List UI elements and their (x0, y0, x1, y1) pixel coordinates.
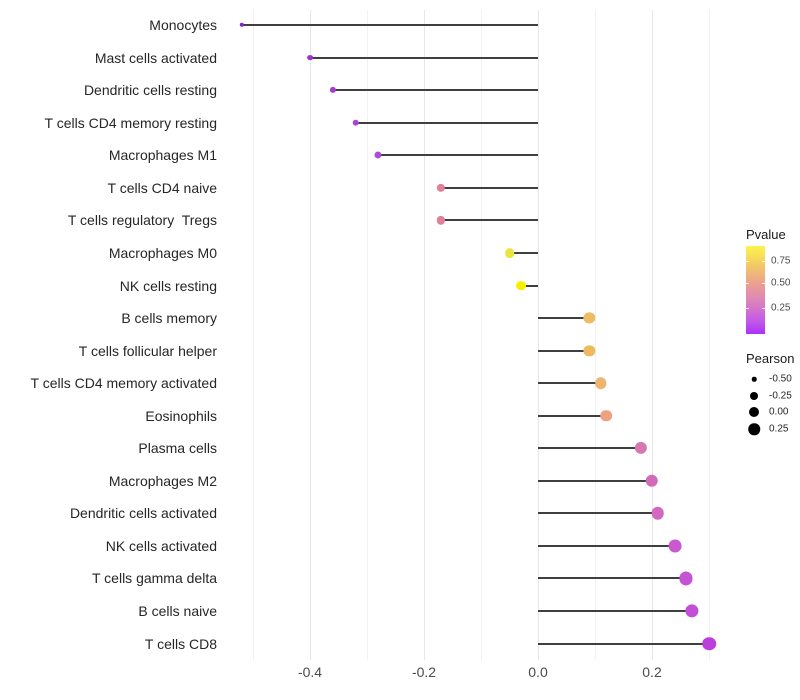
gridline-minor (481, 10, 482, 660)
pvalue-colorbar (746, 246, 765, 334)
x-tick-label: 0.0 (528, 664, 548, 680)
pvalue-tick-mark (746, 283, 749, 284)
data-point (634, 442, 647, 455)
category-label: T cells CD8 (144, 635, 217, 652)
lollipop-stem (241, 24, 538, 27)
lollipop-stem (538, 610, 692, 612)
lollipop-stem (538, 317, 590, 320)
pearson-legend-label: -0.50 (769, 373, 792, 385)
gridline-major (652, 10, 653, 660)
data-point (651, 507, 664, 520)
data-point (436, 216, 446, 225)
pearson-legend-title: Pearson (746, 351, 795, 366)
x-tick-label: -0.2 (411, 664, 437, 680)
category-label: NK cells activated (105, 537, 217, 554)
data-point (239, 22, 244, 28)
lollipop-stem (441, 219, 538, 222)
lollipop-stem (509, 251, 538, 254)
data-point (329, 87, 336, 94)
category-label: Macrophages M2 (108, 472, 217, 489)
category-label: Dendritic cells activated (69, 505, 217, 522)
pvalue-tick-mark (762, 261, 765, 262)
data-point (600, 409, 613, 422)
lollipop-stem (538, 349, 590, 352)
gridline-minor (367, 10, 368, 660)
data-point (594, 377, 607, 389)
data-point (583, 312, 595, 324)
gridline-minor (709, 10, 710, 660)
lollipop-stem (310, 56, 538, 59)
pvalue-legend-title: Pvalue (746, 227, 786, 242)
category-label: Eosinophils (145, 407, 217, 424)
category-label: T cells regulatory Tregs (67, 212, 217, 229)
data-point (685, 604, 699, 618)
lollipop-stem (538, 642, 709, 645)
gridline-major (538, 10, 539, 660)
data-point (583, 344, 595, 357)
pvalue-tick-mark (746, 308, 749, 309)
category-label: NK cells resting (119, 277, 217, 294)
pearson-legend-label: 0.00 (769, 406, 789, 418)
data-point (668, 539, 682, 553)
category-label: Monocytes (149, 17, 217, 34)
lollipop-stem (538, 479, 652, 482)
pvalue-tick-mark (746, 261, 749, 262)
category-label: B cells memory (121, 310, 217, 327)
category-label: T cells CD4 memory activated (30, 375, 217, 392)
data-point (645, 474, 659, 488)
data-point (679, 571, 693, 585)
category-label: T cells CD4 memory resting (44, 114, 217, 131)
gridline-minor (253, 10, 254, 660)
pearson-legend-dot (751, 376, 757, 382)
lollipop-stem (538, 577, 687, 580)
pearson-legend-label: 0.25 (769, 423, 789, 435)
pearson-legend-dot (749, 407, 759, 417)
data-point (307, 54, 313, 61)
pearson-legend-label: -0.25 (769, 390, 792, 401)
data-point (504, 248, 515, 258)
lollipop-stem (520, 284, 538, 287)
category-label: T cells follicular helper (78, 342, 217, 359)
category-label: Macrophages M1 (108, 147, 217, 164)
lollipop-stem (538, 512, 658, 515)
gridline-minor (595, 10, 596, 660)
data-point (352, 119, 359, 127)
x-tick-label: -0.4 (297, 664, 323, 680)
lollipop-stem (538, 414, 607, 417)
lollipop-stem (538, 447, 641, 450)
pvalue-tick-label: 0.50 (771, 277, 791, 289)
category-label: Plasma cells (138, 440, 217, 457)
category-label: Macrophages M0 (108, 244, 217, 261)
category-label: Mast cells activated (94, 49, 217, 66)
lollipop-stem (538, 382, 601, 385)
data-point (436, 183, 446, 192)
lollipop-stem (441, 186, 538, 189)
pearson-legend-dot (748, 423, 760, 435)
data-point (515, 280, 526, 291)
lollipop-stem (332, 89, 538, 92)
pvalue-tick-mark (762, 283, 765, 284)
gridline-major (310, 10, 311, 660)
pvalue-tick-label: 0.25 (771, 302, 791, 314)
lollipop-stem (378, 154, 538, 157)
category-label: B cells naive (138, 603, 217, 619)
category-label: Dendritic cells resting (83, 82, 217, 99)
pvalue-tick-label: 0.75 (771, 255, 791, 267)
lollipop-stem (355, 121, 538, 124)
data-point (702, 636, 716, 651)
category-label: T cells gamma delta (91, 570, 217, 587)
pvalue-tick-mark (762, 308, 765, 309)
x-tick-label: 0.2 (642, 664, 662, 680)
gridline-major (424, 10, 425, 660)
category-label: T cells CD4 naive (107, 179, 217, 196)
lollipop-stem (538, 544, 675, 547)
pearson-legend-dot (750, 391, 758, 400)
data-point (374, 151, 382, 159)
